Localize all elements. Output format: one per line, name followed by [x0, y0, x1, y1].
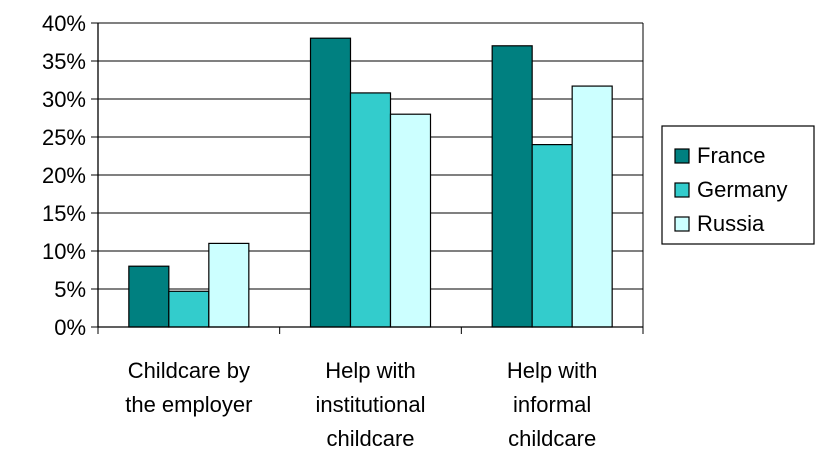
bar-france — [309, 37, 352, 328]
x-category-label: Childcare by the employer — [125, 358, 252, 417]
x-category-label: Help with institutional childcare — [315, 358, 425, 451]
x-category-label-line: institutional — [315, 392, 425, 417]
y-tick-label: 30% — [42, 87, 86, 112]
x-category-label: Help with informal childcare — [507, 358, 597, 451]
x-category-label-line: Help with — [507, 358, 597, 383]
x-category-label-line: childcare — [508, 426, 596, 451]
x-category-label-line: Childcare by — [128, 358, 250, 383]
x-category-label-line: childcare — [326, 426, 414, 451]
legend-swatch-germany — [674, 182, 690, 198]
x-category-label-line: informal — [513, 392, 591, 417]
bars — [128, 37, 613, 328]
legend-swatch-russia — [674, 216, 690, 232]
y-tick-label: 40% — [42, 11, 86, 36]
axes — [91, 22, 644, 334]
y-tick-labels: 0% 5% 10% 15% 20% 25% 30% 35% 40% — [42, 11, 86, 340]
bar-germany — [168, 290, 210, 328]
bar-france — [491, 45, 533, 328]
category-labels: Childcare by the employer Help with institu… — [125, 358, 597, 451]
y-tick-label: 0% — [54, 315, 86, 340]
bar-germany — [349, 92, 392, 328]
legend-label-russia: Russia — [697, 211, 765, 236]
y-tick-label: 25% — [42, 125, 86, 150]
y-tick-label: 15% — [42, 201, 86, 226]
x-category-label-line: Help with — [325, 358, 415, 383]
legend: France Germany Russia — [661, 125, 815, 245]
bar-germany — [531, 144, 573, 328]
legend-label-germany: Germany — [697, 177, 787, 202]
legend-swatch-france — [674, 148, 690, 164]
bar-russia — [389, 113, 432, 328]
x-category-label-line: the employer — [125, 392, 252, 417]
y-tick-label: 35% — [42, 49, 86, 74]
legend-label-france: France — [697, 143, 765, 168]
y-tick-label: 20% — [42, 163, 86, 188]
bar-russia — [208, 242, 250, 328]
bar-france — [128, 265, 170, 328]
y-tick-label: 10% — [42, 239, 86, 264]
legend-items: France Germany Russia — [674, 143, 787, 236]
bar-russia — [571, 85, 613, 328]
y-tick-label: 5% — [54, 277, 86, 302]
